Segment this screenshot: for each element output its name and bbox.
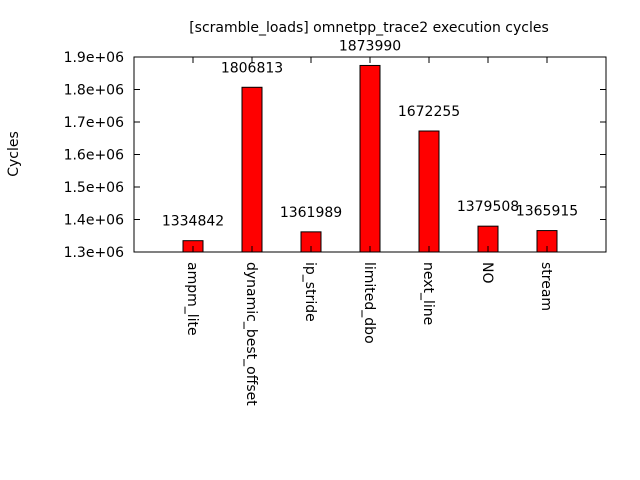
value-labels: 1334842 1806813 1361989 1873990 1672255 13795… (162, 38, 578, 229)
y-axis-label: Cycles (6, 131, 22, 177)
y-tick-label: 1.6e+06 (64, 148, 125, 164)
plot-frame (133, 56, 607, 253)
chart-title: [scramble_loads] omnetpp_trace2 executio… (189, 20, 549, 36)
x-tick-label: NO (479, 262, 495, 284)
x-tick-label: next_line (420, 262, 436, 325)
x-tick-label: ampm_lite (184, 262, 200, 336)
value-label: 1379508 (457, 199, 519, 215)
x-tick-label: limited_dbo (361, 262, 377, 344)
x-tick-label: dynamic_best_offset (243, 262, 259, 406)
value-label: 1873990 (339, 38, 401, 54)
y-tick-label: 1.4e+06 (64, 213, 125, 229)
y-tick-label: 1.5e+06 (64, 180, 125, 196)
y-ticks: 1.3e+06 1.4e+06 1.5e+06 1.6e+06 1.7e+06 1.8e+… (64, 50, 606, 261)
value-label: 1806813 (221, 60, 283, 76)
bars (182, 57, 558, 253)
value-label: 1672255 (398, 104, 460, 120)
bar (418, 130, 440, 253)
value-label: 1334842 (162, 214, 224, 230)
y-tick-label: 1.8e+06 (64, 83, 125, 99)
bar (359, 64, 381, 253)
y-tick-label: 1.7e+06 (64, 115, 125, 131)
value-label: 1361989 (280, 205, 342, 221)
x-tick-labels: ampm_lite dynamic_best_offset ip_stride lim… (184, 262, 554, 406)
y-tick-label: 1.9e+06 (64, 50, 125, 66)
value-label: 1365915 (516, 204, 578, 220)
bar (241, 86, 263, 253)
y-tick-label: 1.3e+06 (64, 245, 125, 261)
x-tick-label: stream (538, 262, 554, 311)
x-tick-label: ip_stride (302, 262, 318, 322)
